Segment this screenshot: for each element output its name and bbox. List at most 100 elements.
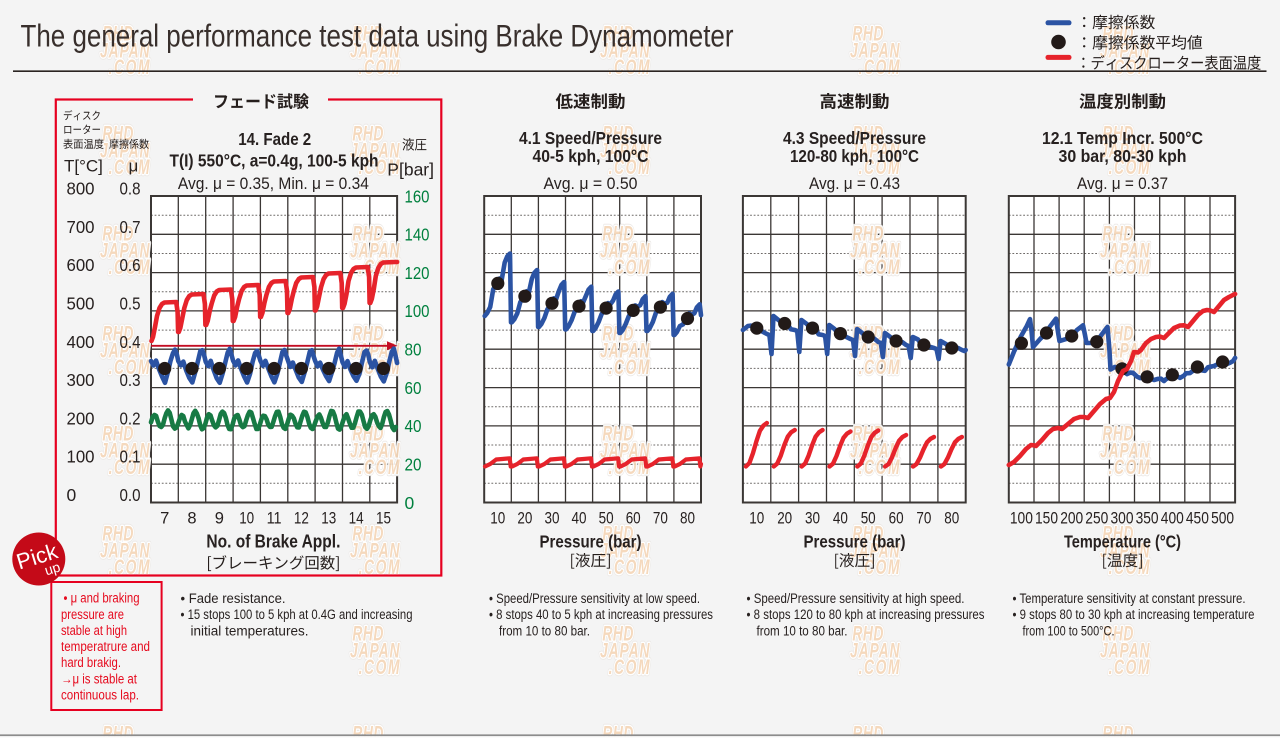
svg-text:300: 300 bbox=[1111, 510, 1134, 528]
svg-text:No. of Brake Appl.: No. of Brake Appl. bbox=[206, 532, 340, 552]
svg-text:0.1: 0.1 bbox=[120, 447, 141, 467]
svg-text:450: 450 bbox=[1186, 510, 1209, 528]
svg-text:• μ and braking: • μ and braking bbox=[64, 591, 140, 606]
svg-text:120: 120 bbox=[405, 263, 430, 283]
svg-text:from 100 to 500°C.: from 100 to 500°C. bbox=[1023, 623, 1115, 638]
svg-text:60: 60 bbox=[889, 510, 904, 528]
svg-text:80: 80 bbox=[405, 340, 422, 360]
svg-text:15: 15 bbox=[376, 510, 391, 528]
svg-text:→μ is stable at: →μ is stable at bbox=[61, 671, 137, 686]
svg-text:400: 400 bbox=[67, 332, 95, 352]
svg-text:400: 400 bbox=[1161, 510, 1184, 528]
svg-text:60: 60 bbox=[405, 378, 422, 398]
svg-text:0.5: 0.5 bbox=[120, 293, 141, 313]
svg-text:• Speed/Pressure sensitivity a: • Speed/Pressure sensitivity at high spe… bbox=[747, 591, 965, 606]
svg-text:50: 50 bbox=[861, 510, 876, 528]
svg-text:T[°C]: T[°C] bbox=[64, 157, 103, 176]
svg-text:0: 0 bbox=[405, 493, 415, 513]
svg-text:• 8 stops 120 to 80 kph at inc: • 8 stops 120 to 80 kph at increasing pr… bbox=[747, 607, 985, 622]
svg-text:14: 14 bbox=[349, 510, 364, 528]
svg-text:T(I) 550°C, a=0.4g, 100-5 kph: T(I) 550°C, a=0.4g, 100-5 kph bbox=[170, 151, 379, 171]
svg-text:60: 60 bbox=[626, 510, 641, 528]
svg-text:40: 40 bbox=[405, 416, 422, 436]
svg-text:Pressure (bar): Pressure (bar) bbox=[804, 532, 906, 552]
svg-text:600: 600 bbox=[67, 255, 95, 275]
svg-text:80: 80 bbox=[680, 510, 695, 528]
svg-text:0.6: 0.6 bbox=[120, 255, 141, 275]
svg-text:from 10 to 80 bar.: from 10 to 80 bar. bbox=[757, 623, 848, 638]
svg-text:0.8: 0.8 bbox=[120, 179, 141, 199]
svg-text:500: 500 bbox=[67, 293, 95, 313]
svg-text:70: 70 bbox=[916, 510, 931, 528]
svg-text:30 bar, 80-30 kph: 30 bar, 80-30 kph bbox=[1059, 146, 1187, 166]
svg-text:• Temperature sensitivity at c: • Temperature sensitivity at constant pr… bbox=[1013, 591, 1246, 606]
svg-text:Avg. μ = 0.35, Min. μ = 0.34: Avg. μ = 0.35, Min. μ = 0.34 bbox=[178, 174, 369, 193]
svg-text:20: 20 bbox=[405, 455, 422, 475]
svg-text:500: 500 bbox=[1211, 510, 1234, 528]
svg-text:100: 100 bbox=[67, 447, 95, 467]
svg-text:160: 160 bbox=[405, 186, 430, 206]
svg-text:200: 200 bbox=[1060, 510, 1083, 528]
svg-text:Avg. μ = 0.50: Avg. μ = 0.50 bbox=[544, 174, 638, 193]
svg-text:• 15 stops 100 to 5 kph at 0.4: • 15 stops 100 to 5 kph at 0.4G and incr… bbox=[181, 607, 413, 622]
svg-text:• 8 stops 40 to 5 kph at incre: • 8 stops 40 to 5 kph at increasing pres… bbox=[489, 607, 713, 622]
svg-text:8: 8 bbox=[187, 510, 196, 528]
svg-text:120-80 kph, 100°C: 120-80 kph, 100°C bbox=[790, 146, 919, 166]
svg-text:from 10 to 80 bar.: from 10 to 80 bar. bbox=[499, 623, 590, 638]
svg-text:• Fade resistance.: • Fade resistance. bbox=[181, 591, 286, 606]
svg-text:40: 40 bbox=[833, 510, 848, 528]
svg-text:stable at high: stable at high bbox=[61, 623, 127, 638]
svg-text:0.4: 0.4 bbox=[120, 332, 141, 352]
svg-text:11: 11 bbox=[267, 510, 282, 528]
svg-text:10: 10 bbox=[749, 510, 764, 528]
svg-text:12: 12 bbox=[294, 510, 309, 528]
svg-text:continuous lap.: continuous lap. bbox=[61, 688, 139, 703]
svg-text:150: 150 bbox=[1035, 510, 1058, 528]
svg-text:10: 10 bbox=[490, 510, 505, 528]
svg-text:200: 200 bbox=[67, 408, 95, 428]
svg-text:The general performance test d: The general performance test data using … bbox=[21, 17, 734, 53]
svg-text:up: up bbox=[43, 558, 63, 578]
svg-text:0.3: 0.3 bbox=[120, 370, 141, 390]
svg-text:10: 10 bbox=[239, 510, 254, 528]
svg-text:initial temperatures.: initial temperatures. bbox=[191, 623, 309, 638]
svg-text:Avg. μ = 0.43: Avg. μ = 0.43 bbox=[809, 174, 900, 193]
svg-text:140: 140 bbox=[405, 225, 430, 245]
svg-text:350: 350 bbox=[1136, 510, 1159, 528]
svg-text:30: 30 bbox=[805, 510, 820, 528]
svg-text:Pressure (bar): Pressure (bar) bbox=[540, 532, 642, 552]
svg-text:0: 0 bbox=[67, 485, 77, 505]
svg-text:7: 7 bbox=[160, 510, 169, 528]
svg-text:40: 40 bbox=[572, 510, 587, 528]
svg-text:Temperature (°C): Temperature (°C) bbox=[1064, 532, 1181, 552]
svg-text:14. Fade 2: 14. Fade 2 bbox=[238, 129, 311, 149]
svg-text:20: 20 bbox=[777, 510, 792, 528]
svg-text:700: 700 bbox=[67, 217, 95, 237]
svg-text:hard brakig.: hard brakig. bbox=[61, 655, 121, 670]
svg-text:μ: μ bbox=[129, 157, 139, 176]
svg-text:50: 50 bbox=[599, 510, 614, 528]
svg-text:• Speed/Pressure sensitivity a: • Speed/Pressure sensitivity at low spee… bbox=[489, 591, 700, 606]
svg-text:Avg. μ = 0.37: Avg. μ = 0.37 bbox=[1077, 174, 1168, 193]
svg-text:pressure are: pressure are bbox=[61, 607, 124, 622]
svg-text:70: 70 bbox=[653, 510, 668, 528]
svg-text:9: 9 bbox=[215, 510, 224, 528]
svg-text:temperatrure and: temperatrure and bbox=[61, 639, 150, 654]
svg-text:20: 20 bbox=[517, 510, 532, 528]
svg-text:40-5 kph, 100°C: 40-5 kph, 100°C bbox=[533, 146, 649, 166]
svg-text:0.2: 0.2 bbox=[120, 408, 141, 428]
svg-text:30: 30 bbox=[545, 510, 560, 528]
svg-text:4.3 Speed/Pressure: 4.3 Speed/Pressure bbox=[783, 128, 926, 148]
svg-text:0.0: 0.0 bbox=[120, 485, 141, 505]
svg-text:13: 13 bbox=[321, 510, 336, 528]
svg-text:• 9 stops 80 to 30 kph at incr: • 9 stops 80 to 30 kph at increasing tem… bbox=[1013, 607, 1255, 622]
svg-text:80: 80 bbox=[944, 510, 959, 528]
svg-text:0.7: 0.7 bbox=[120, 217, 141, 237]
svg-text:250: 250 bbox=[1085, 510, 1108, 528]
svg-text:100: 100 bbox=[405, 301, 430, 321]
svg-text:300: 300 bbox=[67, 370, 95, 390]
svg-text:800: 800 bbox=[67, 179, 95, 199]
svg-text:12.1 Temp Incr. 500°C: 12.1 Temp Incr. 500°C bbox=[1042, 128, 1203, 148]
svg-text:4.1 Speed/Pressure: 4.1 Speed/Pressure bbox=[519, 128, 662, 148]
svg-text:100: 100 bbox=[1010, 510, 1033, 528]
